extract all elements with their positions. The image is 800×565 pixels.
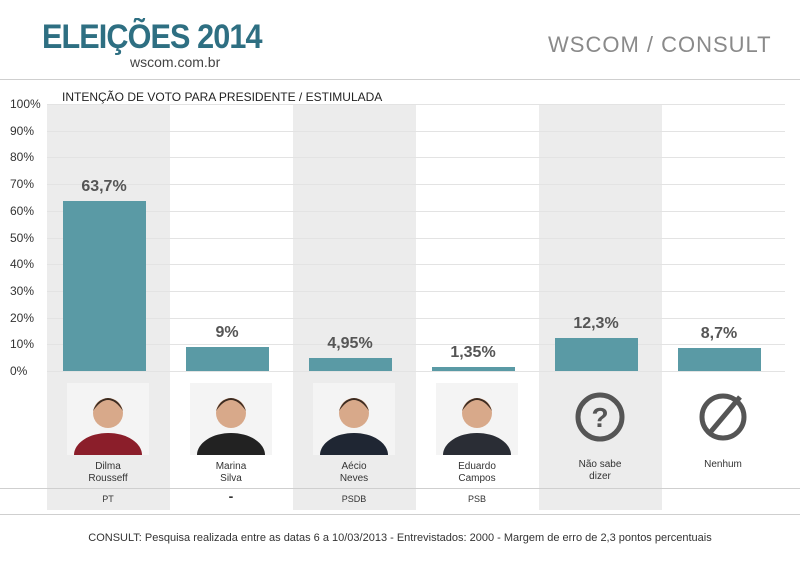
- y-tick-label: 90%: [10, 124, 35, 138]
- candidate-name-line2: Rousseff: [88, 473, 128, 484]
- label-divider: [0, 488, 800, 489]
- value-label: 4,95%: [327, 335, 373, 352]
- y-tick-label: 80%: [10, 150, 35, 164]
- y-tick-label: 10%: [10, 337, 35, 351]
- value-label: 1,35%: [450, 344, 496, 361]
- candidate-name-line1: Dilma: [95, 461, 121, 472]
- page-title: ELEIÇÕES 2014: [42, 18, 263, 56]
- gridline: [47, 104, 785, 105]
- source-label: WSCOM / CONSULT: [548, 32, 772, 57]
- gridline: [47, 184, 785, 185]
- y-tick-label: 0%: [10, 364, 28, 378]
- party-label: PSDB: [341, 494, 367, 504]
- header: ELEIÇÕES 2014 wscom.com.br WSCOM / CONSU…: [0, 0, 800, 80]
- value-label: 63,7%: [81, 178, 127, 195]
- y-tick-label: 40%: [10, 257, 35, 271]
- site-url: wscom.com.br: [130, 54, 221, 70]
- candidate-name-line1: Marina: [215, 461, 247, 472]
- gridline: [47, 211, 785, 212]
- candidate-name-line2: Neves: [339, 473, 369, 484]
- gridline: [47, 157, 785, 158]
- y-tick-label: 100%: [10, 97, 41, 111]
- candidate-photo: [313, 383, 395, 455]
- candidate-name-line1: Aécio: [341, 461, 367, 472]
- candidate-name-line2: Silva: [220, 473, 242, 484]
- gridline: [47, 264, 785, 265]
- candidate-name: Dilma Rousseff: [53, 461, 163, 485]
- candidate-name-line1: Não sabe: [578, 459, 622, 470]
- gridline: [47, 291, 785, 292]
- party-label: PSB: [467, 494, 486, 504]
- candidate-name: Nenhum: [668, 459, 778, 471]
- candidate-photo: [190, 383, 272, 455]
- candidate-name-line2: dizer: [589, 471, 611, 482]
- candidate-name: Aécio Neves: [299, 461, 409, 485]
- gridline: [47, 344, 785, 345]
- party-label: PT: [102, 494, 114, 504]
- candidate-name-line1: Eduardo: [458, 461, 496, 472]
- gridline: [47, 131, 785, 132]
- bar: [186, 347, 269, 371]
- candidate-photo: [67, 383, 149, 455]
- gridline: [47, 318, 785, 319]
- y-tick-label: 70%: [10, 177, 35, 191]
- y-tick-label: 20%: [10, 311, 35, 325]
- bar: [555, 338, 638, 371]
- header-divider: [0, 79, 800, 80]
- footer-divider: [0, 514, 800, 515]
- footer-note: CONSULT: Pesquisa realizada entre as dat…: [88, 532, 712, 544]
- gridline: [47, 371, 785, 372]
- svg-text:?: ?: [591, 402, 608, 433]
- value-label: 8,7%: [700, 325, 738, 342]
- candidate-name-line2: Campos: [458, 473, 496, 484]
- candidate-name: Não sabe dizer: [545, 459, 655, 483]
- question-icon: ?: [559, 383, 641, 455]
- party-label: -: [228, 488, 234, 504]
- value-label: 12,3%: [573, 315, 619, 332]
- column-stripe: [539, 104, 662, 510]
- none-icon: [682, 383, 764, 455]
- bar: [678, 348, 761, 371]
- candidate-name-line1: Nenhum: [704, 459, 742, 470]
- y-tick-label: 60%: [10, 204, 35, 218]
- bar: [309, 358, 392, 371]
- chart-title: INTENÇÃO DE VOTO PARA PRESIDENTE / ESTIM…: [62, 90, 383, 104]
- y-tick-label: 50%: [10, 231, 35, 245]
- candidate-photo: [436, 383, 518, 455]
- gridline: [47, 238, 785, 239]
- bar: [432, 367, 515, 371]
- value-label: 9%: [215, 324, 239, 341]
- bar: [63, 201, 146, 371]
- candidate-name: Eduardo Campos: [422, 461, 532, 485]
- y-tick-label: 30%: [10, 284, 35, 298]
- candidate-name: Marina Silva: [176, 461, 286, 485]
